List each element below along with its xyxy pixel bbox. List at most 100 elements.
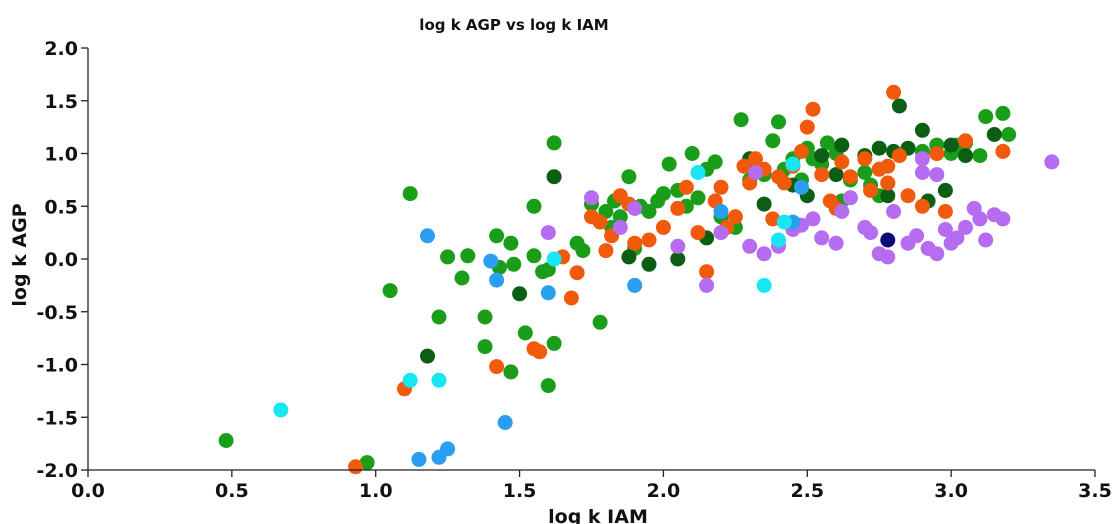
scatter-point [914, 165, 930, 180]
scatter-point [655, 219, 671, 235]
scatter-point [575, 243, 591, 259]
scatter-point [1044, 154, 1060, 170]
scatter-point [546, 135, 562, 151]
scatter-point [526, 198, 542, 214]
scatter-point [713, 204, 729, 219]
scatter-point [995, 105, 1011, 121]
scatter-point [756, 246, 772, 262]
scatter-point [546, 251, 562, 267]
scatter-point [641, 256, 657, 272]
y-axis-label: log k AGP [9, 203, 31, 306]
y-tick-label: -2.0 [36, 460, 78, 482]
scatter-point [382, 283, 398, 299]
y-tick-label: -0.5 [36, 302, 78, 324]
scatter-point [655, 186, 671, 202]
scatter-point [727, 209, 743, 225]
scatter-point [540, 285, 556, 301]
scatter-point [273, 402, 289, 418]
scatter-point [621, 249, 637, 265]
scatter-point [834, 137, 850, 153]
series-3 [540, 151, 1060, 293]
scatter-point [690, 190, 706, 206]
scatter-point [592, 214, 608, 230]
scatter-point [517, 325, 533, 341]
x-tick-label: 3.0 [934, 480, 968, 502]
scatter-point [503, 364, 519, 380]
scatter-point [943, 137, 959, 153]
scatter-point [834, 154, 850, 170]
scatter-point [402, 186, 418, 202]
scatter-point [771, 232, 786, 248]
ticks: 0.0 0.5 1.0 1.5 2.0 2.5 3.0 3.5 -2.0 -1.5 -1.0 -0.5… [36, 38, 1111, 502]
y-tick-label: 2.0 [44, 38, 78, 60]
scatter-point [805, 211, 821, 227]
chart-title: log k AGP vs log k IAM [419, 16, 608, 34]
scatter-point [891, 148, 907, 164]
scatter-point [402, 372, 418, 388]
scatter-point [863, 182, 879, 198]
scatter-point [863, 225, 879, 241]
series-6 [880, 232, 896, 248]
scatter-point [348, 459, 364, 475]
scatter-point [713, 225, 729, 241]
scatter-point [900, 188, 916, 204]
scatter-point [546, 335, 562, 351]
scatter-point [440, 249, 456, 265]
scatter-point [886, 204, 902, 219]
scatter-point [532, 344, 548, 360]
scatter-point [678, 179, 694, 195]
scatter-point [978, 109, 994, 125]
scatter-point [794, 143, 809, 159]
scatter-point [690, 165, 706, 180]
y-tick-label: 0.0 [44, 249, 78, 271]
axes [87, 48, 1095, 471]
scatter-point [661, 156, 677, 172]
x-tick-label: 0.0 [71, 480, 105, 502]
scatter-point [699, 277, 715, 293]
scatter-point [958, 148, 973, 164]
x-tick-label: 2.5 [790, 480, 824, 502]
scatter-point [748, 165, 763, 180]
scatter-point [886, 84, 902, 100]
scatter-point [218, 433, 234, 448]
scatter-point [842, 190, 858, 206]
y-tick-label: 1.0 [44, 144, 78, 166]
scatter-point [880, 249, 896, 265]
scatter-point [880, 232, 896, 248]
scatter-point [684, 146, 700, 161]
scatter-point [713, 179, 729, 195]
scatter-point [891, 98, 907, 114]
scatter-point [641, 204, 657, 219]
scatter-point [771, 114, 786, 130]
scatter-point [420, 228, 435, 244]
x-tick-label: 2.0 [647, 480, 681, 502]
scatter-point [612, 209, 628, 225]
scatter-point [880, 188, 896, 204]
scatter-point [799, 119, 815, 135]
scatter-point [814, 230, 830, 246]
scatter-point [834, 204, 850, 219]
scatter-point [569, 265, 585, 281]
scatter-point [627, 235, 643, 251]
scatter-point [670, 200, 686, 216]
scatter-point [526, 248, 542, 264]
scatter-point [978, 232, 994, 248]
scatter-point [621, 169, 637, 185]
y-tick-label: 0.5 [44, 196, 78, 218]
scatter-point [929, 246, 945, 262]
scatter-point [440, 441, 456, 457]
scatter-point [699, 264, 715, 280]
scatter-point [748, 151, 763, 167]
scatter-point [929, 146, 945, 161]
scatter-point [483, 253, 499, 269]
x-tick-label: 1.0 [359, 480, 393, 502]
scatter-point [477, 309, 493, 325]
scatter-point [460, 248, 476, 264]
scatter-point [972, 211, 988, 227]
scatter-point [431, 372, 447, 388]
points-layer [218, 84, 1060, 475]
x-tick-label: 1.5 [503, 480, 537, 502]
scatter-point [794, 179, 809, 195]
scatter-point [914, 122, 930, 138]
scatter-point [641, 232, 657, 248]
